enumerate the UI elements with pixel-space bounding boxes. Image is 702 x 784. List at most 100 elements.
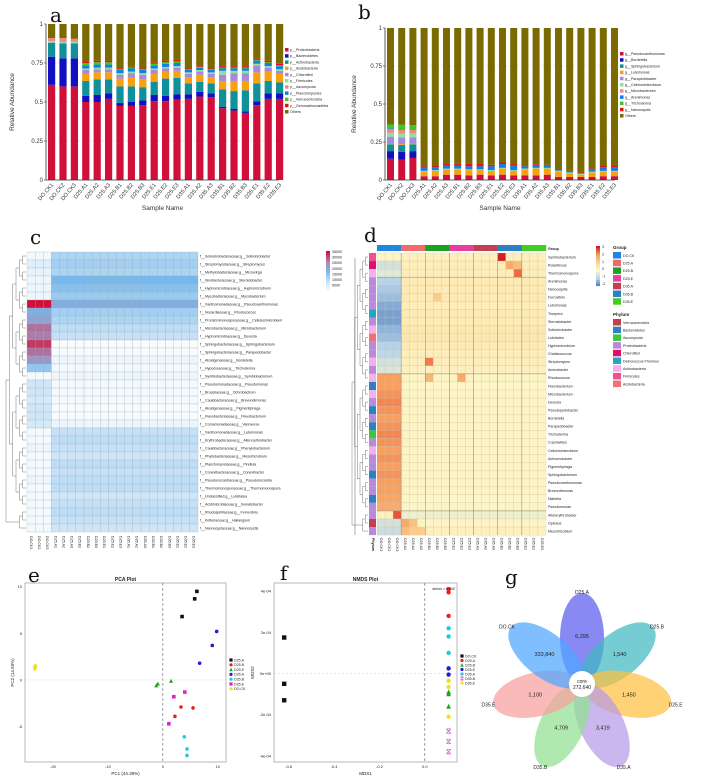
heatmap-cell bbox=[165, 379, 174, 389]
bar-segment bbox=[241, 24, 249, 67]
dendrogram-branch bbox=[362, 293, 366, 310]
column-label: D35.B1 bbox=[151, 536, 155, 548]
bar-segment bbox=[532, 164, 540, 165]
heatmap-cell bbox=[181, 331, 190, 341]
heatmap-cell bbox=[425, 357, 434, 366]
bar-segment bbox=[387, 143, 394, 145]
heatmap-cell bbox=[100, 299, 109, 309]
heatmap-cell bbox=[441, 373, 450, 383]
heatmap-cell bbox=[457, 373, 466, 383]
heatmap-cell bbox=[521, 406, 531, 415]
heatmap-cell bbox=[465, 285, 474, 294]
colorbar-step bbox=[596, 264, 600, 267]
phylum-legend-swatch bbox=[613, 342, 621, 349]
heatmap-cell bbox=[124, 363, 133, 373]
bar-segment bbox=[139, 70, 147, 74]
bar-segment bbox=[510, 165, 518, 171]
legend-swatch bbox=[285, 91, 289, 95]
heatmap-cell bbox=[157, 515, 166, 525]
heatmap-cell bbox=[376, 309, 386, 318]
dendrogram-branch bbox=[19, 323, 23, 341]
heatmap-cell bbox=[149, 499, 158, 509]
x-axis-label: Sample Name bbox=[479, 205, 521, 212]
heatmap-cell bbox=[376, 406, 386, 415]
phylum-annotation-cell bbox=[369, 422, 376, 431]
heatmap-cell bbox=[189, 475, 199, 485]
heatmap-cell bbox=[513, 470, 522, 479]
panel-label-a: a bbox=[50, 3, 62, 27]
heatmap-cell bbox=[67, 315, 76, 325]
heatmap-cell bbox=[51, 259, 60, 269]
heatmap-cell bbox=[35, 499, 44, 509]
legend-swatch bbox=[620, 52, 624, 56]
data-point bbox=[229, 672, 233, 677]
heatmap-cell bbox=[529, 526, 539, 536]
heatmap-cell bbox=[481, 454, 490, 463]
heatmap-cell bbox=[35, 475, 44, 485]
bar-segment bbox=[93, 79, 101, 95]
bar-segment bbox=[532, 164, 540, 168]
heatmap-cell bbox=[83, 307, 93, 317]
heatmap-cell bbox=[457, 389, 466, 399]
heatmap-cell bbox=[124, 347, 133, 357]
y-tick-label: -2e-04 bbox=[259, 712, 271, 717]
heatmap-cell bbox=[132, 379, 142, 389]
heatmap-cell bbox=[173, 251, 182, 261]
group-annotation-cell bbox=[457, 245, 466, 251]
heatmap-cell bbox=[75, 475, 85, 485]
phylum-annotation-cell bbox=[369, 494, 376, 503]
bar-segment bbox=[207, 24, 215, 69]
heatmap-cell bbox=[513, 462, 522, 471]
heatmap-cell bbox=[481, 277, 490, 286]
heatmap-cell bbox=[75, 323, 85, 333]
bar-segment bbox=[230, 24, 238, 67]
heatmap-cell bbox=[132, 459, 142, 469]
bar-segment bbox=[487, 28, 495, 165]
heatmap-cell bbox=[165, 291, 174, 301]
heatmap-cell bbox=[100, 475, 109, 485]
bar-segment bbox=[150, 94, 158, 102]
heatmap-cell bbox=[108, 259, 117, 269]
heatmap-cell bbox=[67, 347, 76, 357]
heatmap-cell bbox=[67, 459, 76, 469]
heatmap-cell bbox=[529, 430, 539, 439]
heatmap-cell bbox=[505, 422, 514, 431]
heatmap-cell bbox=[433, 381, 442, 391]
heatmap-cell bbox=[189, 483, 199, 493]
bar-segment bbox=[139, 69, 147, 71]
dendrogram-branch bbox=[359, 397, 363, 431]
heatmap-cell bbox=[384, 389, 394, 399]
heatmap-cell bbox=[140, 371, 150, 381]
heatmap-cell bbox=[100, 307, 109, 317]
legend-label: g__Bordetella bbox=[625, 58, 647, 62]
heatmap-cell bbox=[425, 510, 434, 520]
heatmap-cell bbox=[433, 397, 442, 407]
bar-segment bbox=[566, 170, 574, 172]
data-point bbox=[195, 589, 199, 594]
heatmap-cell bbox=[75, 483, 85, 493]
heatmap-cell bbox=[384, 381, 394, 391]
heatmap-cell bbox=[92, 331, 101, 341]
group-annotation-cell bbox=[425, 245, 434, 251]
heatmap-cell bbox=[165, 259, 174, 269]
heatmap-cell bbox=[43, 267, 52, 277]
data-point bbox=[197, 661, 202, 665]
heatmap-cell bbox=[417, 301, 426, 310]
bar-segment bbox=[230, 91, 238, 110]
heatmap-cell bbox=[489, 373, 498, 383]
heatmap-cell bbox=[26, 427, 36, 437]
heatmap-cell bbox=[505, 309, 514, 318]
bar-segment bbox=[420, 28, 428, 167]
heatmap-cell bbox=[401, 357, 410, 366]
colorbar-step bbox=[596, 260, 600, 263]
heatmap-cell bbox=[417, 252, 426, 262]
colorbar-tick-label: -1 bbox=[602, 275, 605, 279]
heatmap-cell bbox=[481, 406, 490, 415]
legend-swatch bbox=[620, 83, 624, 87]
data-point bbox=[229, 677, 233, 681]
colorbar-step bbox=[326, 257, 330, 260]
column-label: D35.B2 bbox=[508, 538, 512, 550]
heatmap-cell bbox=[140, 443, 150, 453]
heatmap-cell bbox=[417, 260, 426, 270]
dendrogram-branch bbox=[365, 385, 368, 395]
